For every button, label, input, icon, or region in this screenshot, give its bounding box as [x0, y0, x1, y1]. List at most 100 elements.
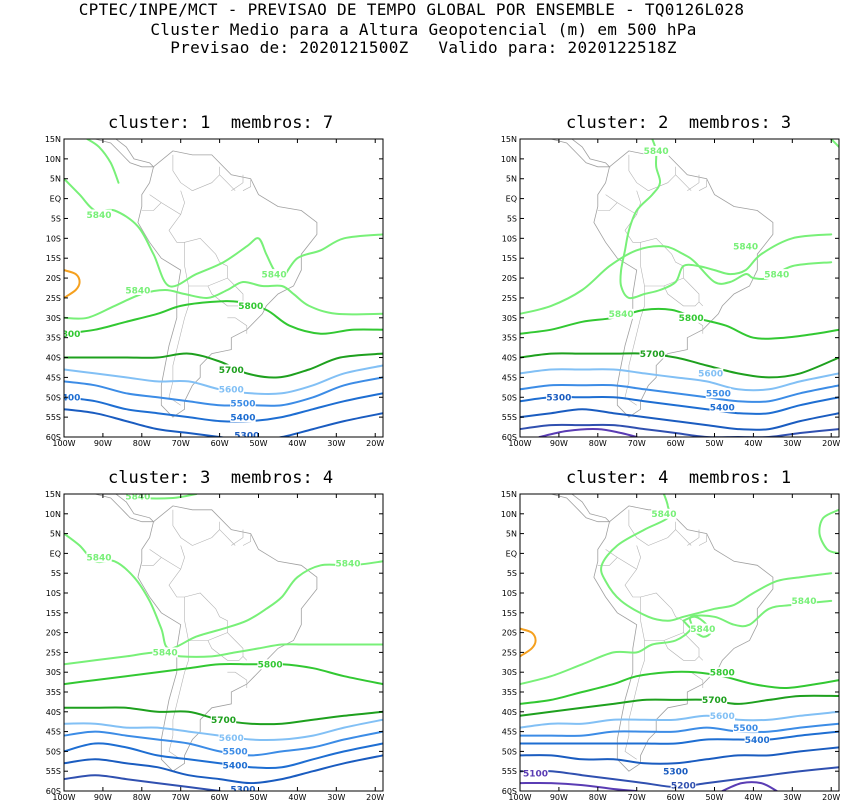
country-border [141, 202, 162, 211]
contour-label-bg [701, 694, 728, 705]
panel-3-title: cluster: 3 membros: 4 [108, 468, 334, 488]
country-border [648, 521, 676, 546]
lat-tick-label: EQ [506, 549, 517, 558]
contour-label-bg [218, 384, 244, 395]
country-border [184, 237, 228, 279]
lat-tick-label: 40S [502, 708, 517, 717]
country-border [640, 266, 684, 287]
contour-label-5700: 5700 [211, 716, 236, 726]
country-border [605, 545, 641, 570]
contour-5100 [721, 781, 778, 791]
lat-tick-label: 55S [502, 767, 517, 776]
country-border [698, 301, 704, 307]
lat-tick-label: 50S [502, 393, 517, 402]
lon-tick-label: 50W [249, 439, 267, 448]
lat-tick-label: 25S [502, 648, 517, 657]
contour-label-bg [238, 300, 264, 311]
coastline-africa [843, 494, 847, 536]
contour-5400 [64, 392, 383, 423]
contour-label-bg [230, 784, 256, 791]
lon-tick-label: 40W [288, 439, 306, 448]
lat-tick-label: 15N [45, 490, 61, 499]
country-border [687, 529, 700, 546]
lon-tick-label: 90W [94, 439, 112, 448]
contour-5840 [64, 280, 383, 320]
lat-tick-label: 10N [45, 155, 61, 164]
contour-5100 [520, 781, 638, 791]
contour-label-5600: 5600 [219, 386, 244, 396]
contour-label-5500: 5500 [223, 748, 248, 758]
coastline-caribbean [161, 476, 184, 482]
lat-tick-label: 60S [46, 433, 61, 442]
country-border [227, 317, 248, 334]
contour-label-5840: 5840 [651, 510, 676, 520]
lon-tick-label: 80W [589, 793, 607, 802]
lat-tick-label: 10S [46, 589, 61, 598]
contour-label-5840: 5840 [791, 597, 816, 607]
lon-tick-label: 100W [508, 439, 531, 448]
coastline-central-america [549, 494, 611, 523]
lat-tick-label: 55S [46, 767, 61, 776]
lat-tick-label: 35S [502, 688, 517, 697]
lat-tick-label: 25S [46, 294, 61, 303]
lon-tick-label: 60W [667, 439, 685, 448]
lon-tick-label: 70W [172, 793, 190, 802]
lat-tick-label: 15S [46, 254, 61, 263]
lat-tick-label: 30S [46, 668, 61, 677]
contour-label-5600: 5600 [698, 370, 723, 380]
panel-2-title: cluster: 2 membros: 3 [566, 113, 792, 133]
lon-tick-label: 30W [783, 793, 801, 802]
lon-tick-label: 50W [249, 793, 267, 802]
country-border [624, 640, 645, 760]
contour-label-bg [230, 398, 256, 409]
lon-tick-label: 50W [705, 439, 723, 448]
country-border [242, 656, 248, 661]
contour-label-bg [744, 734, 771, 745]
country-border [168, 569, 185, 621]
contour-label-5600: 5600 [219, 734, 244, 744]
contour-label-bg [218, 364, 244, 375]
lon-tick-label: 50W [705, 793, 723, 802]
lon-tick-label: 90W [550, 439, 568, 448]
contour-label-5840: 5840 [609, 310, 634, 320]
lat-tick-label: 15S [46, 609, 61, 618]
lon-tick-label: 30W [327, 793, 345, 802]
contour-label-5300: 5300 [230, 785, 255, 795]
lat-tick-label: 50S [502, 747, 517, 756]
coastline-caribbean [161, 121, 184, 127]
contour-5600 [520, 368, 839, 392]
contour-label-bg [639, 348, 665, 359]
country-border [168, 286, 189, 406]
lat-tick-label: 15S [502, 609, 517, 618]
lat-tick-label: 15S [502, 254, 517, 263]
lat-tick-label: EQ [50, 195, 61, 204]
lat-tick-label: 45S [46, 728, 61, 737]
contour-label-bg [230, 412, 256, 423]
lat-tick-label: 20S [46, 629, 61, 638]
country-border [219, 174, 236, 191]
contour-label-bg [709, 710, 735, 721]
map-panel-4: 5840 5840 5840 5800 5700 5600 5500 5400 5300 5200… [501, 476, 847, 802]
coastline-caribbean [617, 476, 640, 482]
contour-5840 [818, 508, 839, 555]
country-border [141, 557, 162, 566]
contour-label-5840: 5840 [644, 147, 669, 157]
coastline-south-america [137, 505, 318, 772]
country-border [597, 557, 618, 566]
country-border [227, 671, 248, 688]
map-panel-2: 5840 5840 5840 5840 5800 5700 5600 5500 5400 5300… [501, 135, 841, 448]
contour-label-5100: 5100 [523, 769, 548, 779]
contour-5300 [64, 754, 383, 785]
lon-tick-label: 60W [211, 793, 229, 802]
contour-label-5800: 5800 [238, 302, 263, 312]
lat-tick-label: 25S [46, 648, 61, 657]
lat-tick-label: 10N [501, 510, 517, 519]
lat-tick-label: 35S [46, 688, 61, 697]
contour-label-bg [152, 647, 178, 658]
contour-5500 [64, 730, 383, 757]
lon-tick-label: 30W [327, 439, 345, 448]
contour-5840 [619, 139, 833, 300]
contour-label-bg [522, 768, 549, 779]
contour-label-5400: 5400 [745, 736, 770, 746]
contour-5840 [830, 139, 839, 148]
